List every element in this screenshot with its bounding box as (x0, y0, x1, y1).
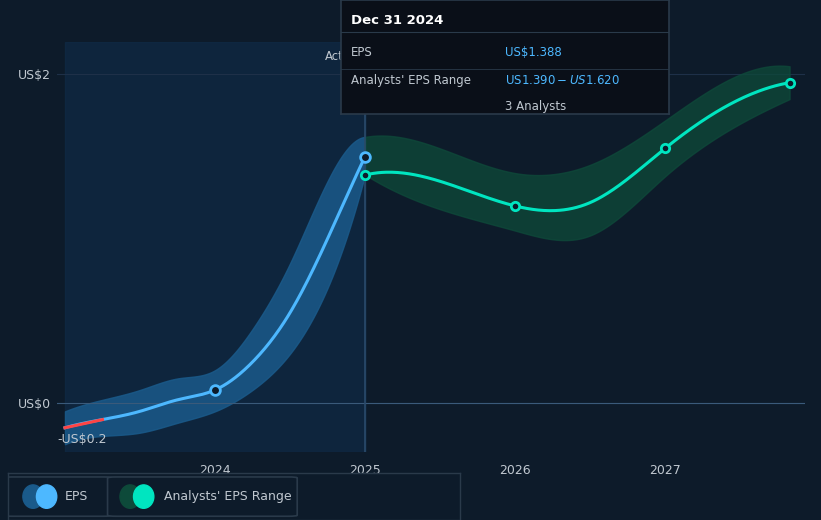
Ellipse shape (120, 485, 140, 509)
Ellipse shape (36, 485, 57, 509)
Bar (65, 42, 365, 452)
Ellipse shape (134, 485, 154, 509)
Text: Analysts' EPS Range: Analysts' EPS Range (164, 490, 291, 503)
Text: Analysts' EPS Range: Analysts' EPS Range (351, 74, 470, 87)
Text: US$1.390 - US$1.620: US$1.390 - US$1.620 (505, 74, 620, 87)
Text: 3 Analysts: 3 Analysts (505, 99, 566, 112)
FancyBboxPatch shape (3, 477, 112, 516)
FancyBboxPatch shape (108, 477, 297, 516)
Text: EPS: EPS (65, 490, 88, 503)
Text: US$1.388: US$1.388 (505, 46, 562, 59)
Text: Actual: Actual (325, 50, 362, 63)
Ellipse shape (23, 485, 44, 509)
Text: EPS: EPS (351, 46, 372, 59)
Text: -US$0.2: -US$0.2 (57, 433, 107, 446)
Text: Dec 31 2024: Dec 31 2024 (351, 14, 443, 27)
Text: Analysts Forecasts: Analysts Forecasts (368, 50, 478, 63)
